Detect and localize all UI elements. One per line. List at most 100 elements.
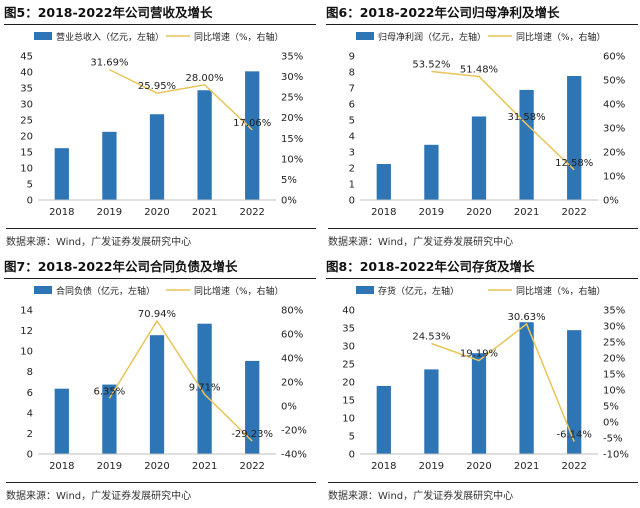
y-right-tick-label: 40% [281, 354, 303, 365]
legend-bar-swatch [34, 32, 52, 40]
legend-bar-label: 合同负债（亿元，左轴） [56, 285, 155, 297]
bar [54, 148, 69, 200]
growth-line [108, 319, 253, 442]
y-right-tick-label: 10% [603, 386, 625, 397]
legend-bar-swatch [356, 32, 374, 40]
y-left-tick-label: 20 [342, 378, 355, 389]
bar [567, 76, 582, 200]
x-tick-label: 2019 [97, 207, 122, 218]
x-tick-label: 2020 [466, 461, 491, 472]
y-right-tick-label: 60% [603, 52, 625, 63]
y-right-tick-label: -40% [281, 450, 307, 461]
bar [567, 330, 582, 454]
bar [519, 322, 534, 454]
data-label: 19.19% [460, 349, 498, 360]
bar [519, 89, 534, 200]
x-tick-label: 2020 [144, 207, 169, 218]
y-left-tick-label: 7 [349, 84, 355, 95]
legend-bar-swatch [34, 286, 52, 294]
y-right-tick-label: 10% [281, 154, 303, 165]
data-label: 30.63% [508, 312, 546, 323]
y-left-tick-label: 2 [349, 164, 355, 175]
y-right-tick-label: -5% [603, 434, 622, 445]
y-left-tick-label: 40 [342, 306, 355, 317]
bar [102, 131, 117, 200]
y-left-tick-label: 10 [20, 347, 33, 358]
y-right-tick-label: 15% [603, 370, 625, 381]
x-tick-label: 2021 [192, 207, 217, 218]
data-label: 28.00% [186, 73, 224, 84]
source-note: 数据来源：Wind，广发证券发展研究中心 [6, 482, 316, 502]
chart-svg: 营业总收入（亿元，左轴） 同比增速（%，右轴） 0 5 10 15 20 25 30 35 40 45… [20, 31, 303, 218]
y-right-tick-label: 25% [281, 93, 303, 104]
x-tick-label: 2018 [371, 207, 396, 218]
source-note: 数据来源：Wind，广发证券发展研究中心 [328, 482, 638, 502]
data-label: 31.58% [508, 112, 546, 123]
y-left-tick-label: 30 [20, 100, 33, 111]
chart-svg: 合同负债（亿元，左轴） 同比增速（%，右轴） 0 2 4 6 8 10 12 14 -40% -20%… [20, 285, 307, 472]
bar [376, 164, 391, 200]
y-left-tick-label: 0 [349, 450, 355, 461]
y-right-tick-label: 0% [603, 418, 619, 429]
y-left-tick-label: 5 [27, 180, 33, 191]
bar [197, 323, 212, 454]
y-left-tick-label: 45 [20, 52, 33, 63]
y-right-tick-label: -20% [281, 426, 307, 437]
data-label: 17.06% [233, 118, 271, 129]
y-left-tick-label: 10 [342, 414, 355, 425]
chart-panel-contract-liabilities: 图7：2018-2022年公司合同负债及增长 合同负债（亿元，左轴） 同比增速（%… [4, 258, 316, 506]
data-label: 31.69% [90, 58, 128, 69]
y-right-tick-label: 0% [281, 402, 297, 413]
y-left-tick-label: 1 [349, 180, 355, 191]
y-right-tick-label: 40% [603, 100, 625, 111]
y-left-tick-label: 6 [27, 388, 33, 399]
chart-svg: 存货（亿元，左轴） 同比增速（%，右轴）0510152025303540-10%-… [342, 285, 629, 472]
y-left-tick-label: 4 [349, 132, 355, 143]
legend-bar-label: 存货（亿元，左轴） [378, 285, 459, 297]
data-label: -29.23% [231, 429, 273, 440]
x-tick-label: 2018 [49, 461, 74, 472]
x-tick-label: 2021 [514, 207, 539, 218]
data-label: 51.48% [460, 64, 498, 75]
legend-bar-label: 归母净利润（亿元，左轴） [378, 31, 486, 43]
y-right-tick-label: 35% [603, 306, 625, 317]
x-tick-label: 2018 [371, 461, 396, 472]
data-label: 25.95% [138, 81, 176, 92]
y-left-tick-label: 2 [27, 429, 33, 440]
x-tick-label: 2019 [419, 207, 444, 218]
y-right-tick-label: 20% [281, 378, 303, 389]
y-right-tick-label: 20% [603, 354, 625, 365]
y-right-tick-label: 25% [603, 338, 625, 349]
growth-line [431, 70, 575, 171]
y-right-tick-label: 30% [281, 72, 303, 83]
chart-panel-revenue: 图5：2018-2022年公司营收及增长 营业总收入（亿元，左轴） 同比增速（%，… [4, 4, 316, 252]
x-tick-label: 2022 [561, 207, 586, 218]
bar [471, 116, 487, 200]
y-left-tick-label: 14 [20, 306, 33, 317]
legend: 归母净利润（亿元，左轴） 同比增速（%，右轴） [356, 31, 606, 43]
bar [245, 71, 260, 200]
source-note: 数据来源：Wind，广发证券发展研究中心 [6, 228, 316, 248]
data-label: 9.71% [189, 382, 221, 393]
x-tick-label: 2021 [192, 461, 217, 472]
x-tick-label: 2022 [239, 207, 264, 218]
bar [149, 335, 165, 454]
data-label: 12.58% [555, 158, 593, 169]
y-right-tick-label: 5% [603, 402, 619, 413]
y-left-tick-label: 0 [27, 450, 33, 461]
bar [102, 384, 117, 454]
x-tick-label: 2019 [419, 461, 444, 472]
y-right-tick-label: 0% [281, 196, 297, 207]
chart-title: 图8：2018-2022年公司存货及增长 [326, 258, 638, 279]
legend: 营业总收入（亿元，左轴） 同比增速（%，右轴） [34, 31, 284, 43]
y-right-tick-label: -10% [603, 450, 629, 461]
x-tick-label: 2020 [466, 207, 491, 218]
y-left-tick-label: 30 [342, 342, 355, 353]
y-left-tick-label: 15 [342, 396, 355, 407]
bar [197, 90, 212, 200]
y-right-tick-label: 5% [281, 175, 297, 186]
bar [149, 114, 165, 200]
data-label: 6.35% [94, 386, 126, 397]
y-left-tick-label: 3 [349, 148, 355, 159]
y-right-tick-label: 60% [281, 330, 303, 341]
